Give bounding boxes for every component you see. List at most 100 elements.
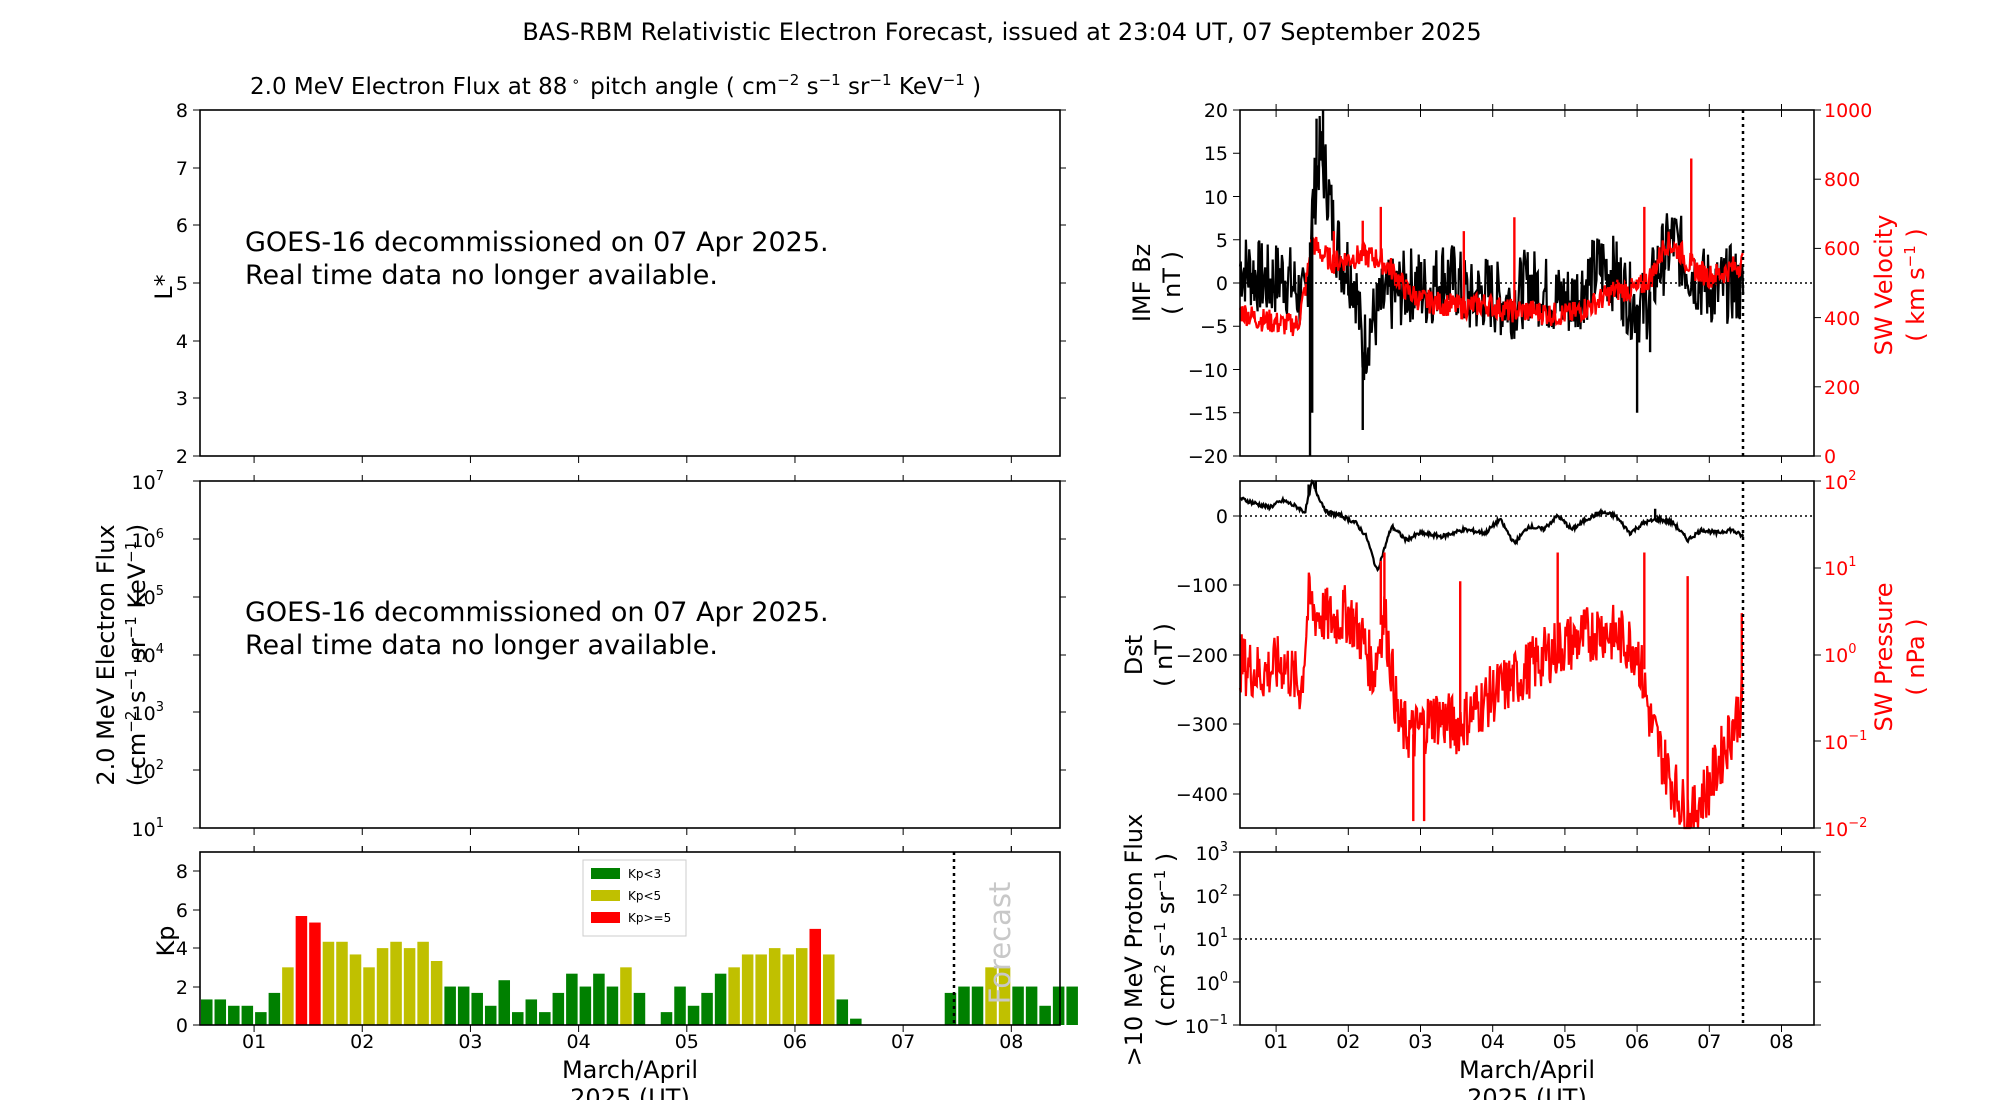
kp-bar [1039,1005,1051,1025]
imf-tick-label: 20 [1204,100,1228,122]
x-tick-label: 06 [1625,1031,1649,1053]
kp-legend-label-mid: Kp<5 [628,889,661,903]
eflux-ylabel-units: ( cm−2 s−1 sr−1 KeV−1 ) [122,524,151,787]
x-tick-label: 01 [1264,1031,1288,1053]
proton-ticks [1233,851,1821,1026]
dst-right-ylabel-units: ( nPa ) [1902,618,1930,695]
imf-right-tick-label: 1000 [1824,100,1872,122]
imf-tick-label: −20 [1188,446,1228,468]
kp-plot-area [199,851,1061,1026]
kp-y-ticks [193,870,200,1026]
proton-panel: 10−1 100 101 102 103 >10 MeV Proton Flux… [1120,814,1821,1100]
imf-right-ylabel-units: ( km s−1 ) [1901,228,1930,342]
kp-bar [795,948,808,1025]
dst-right-tick-label: 100 [1824,642,1856,667]
kp-bar [390,941,402,1025]
x-tick-label: 03 [1408,1031,1432,1053]
kp-bar [836,999,849,1025]
proton-ylabel-units: ( cm2 s−1 sr−1 ) [1151,853,1180,1028]
kp-bar [403,948,416,1025]
lstar-tick-label: 8 [176,100,188,122]
imf-ylabel-units: ( nT ) [1158,251,1186,315]
kp-bar [1066,986,1078,1025]
kp-tick-label: 0 [176,1015,188,1037]
kp-bar [376,948,389,1025]
eflux-ylabel: 2.0 MeV Electron Flux [92,524,120,785]
imf-right-tick-label: 600 [1824,238,1860,260]
dst-right-ylabel: SW Pressure [1870,582,1898,731]
kp-legend-label-high: Kp>=5 [628,911,671,925]
eflux-tick-label: 102 [132,758,164,783]
dst-right-tick-label: 10−2 [1824,816,1867,841]
imf-tick-label: 0 [1216,273,1228,295]
x-tick-label: 07 [891,1031,915,1053]
kp-legend: Kp<3 Kp<5 Kp>=5 [582,859,687,937]
kp-bar [228,1005,240,1025]
sw-pressure-line [1238,572,1745,830]
kp-bar [944,992,957,1025]
kp-tick-label: 6 [176,900,188,922]
dst-line [1239,479,1745,573]
dst-tick-label: −400 [1176,784,1228,806]
dst-right-tick-label: 101 [1824,555,1856,580]
lstar-panel: 2.0 MeV Electron Flux at 88 ∘ pitch angle … [150,71,1066,468]
proton-ylabel: >10 MeV Proton Flux [1120,814,1148,1067]
kp-bar [755,954,767,1025]
proton-x-axis: 01 02 03 04 05 06 07 08 [1264,846,1794,1053]
kp-bar [255,1012,267,1025]
kp-legend-swatch-high [591,912,620,923]
kp-bar [322,941,335,1025]
kp-ylabel: Kp [152,926,180,957]
eflux-tick-label: 107 [132,469,164,494]
kp-bar [809,928,822,1025]
kp-bar [782,954,794,1025]
dst-ylabel: Dst [1120,635,1148,675]
x-tick-label: 08 [1769,1031,1793,1053]
kp-bar [444,986,456,1025]
imf-ticks [1233,109,1821,457]
kp-xlabel-line1: March/April [562,1056,698,1084]
lstar-y-ticks [193,109,1066,457]
kp-bar [457,986,470,1025]
kp-bar [1052,986,1065,1025]
dst-tick-label: −100 [1176,575,1228,597]
eflux-message-line2: Real time data no longer available. [245,630,718,661]
kp-bar [349,954,362,1025]
dst-lines [1238,479,1745,830]
kp-bar [579,986,592,1025]
lstar-tick-label: 3 [176,388,188,410]
kp-bar [484,1005,497,1025]
imf-panel: −20 −15 −10 −5 0 5 10 15 20 0 200 400 60… [1128,100,1930,468]
kp-bar [471,992,483,1025]
imf-right-tick-label: 400 [1824,308,1860,330]
x-tick-label: 08 [999,1031,1023,1053]
kp-bar [998,967,1011,1025]
imf-bz-line [1238,115,1745,381]
kp-bar [268,992,281,1025]
lstar-tick-label: 6 [176,215,188,237]
kp-panel: Forecast 0 2 4 6 8 Kp 01 02 03 04 05 06 07 08 M… [152,846,1078,1100]
upper-x-ticks [253,104,1783,852]
proton-tick-label: 102 [1196,883,1228,908]
kp-bar [282,967,294,1025]
imf-right-tick-label: 200 [1824,377,1860,399]
kp-bar [728,967,740,1025]
lstar-tick-label: 2 [176,446,188,468]
dst-right-tick-label: 10−1 [1824,729,1867,754]
kp-bar [552,992,565,1025]
kp-bar [1025,986,1038,1025]
kp-bars [201,916,1078,1025]
x-tick-label: 05 [1553,1031,1577,1053]
kp-x-axis: 01 02 03 04 05 06 07 08 [242,846,1023,1053]
kp-tick-label: 8 [176,861,188,883]
imf-tick-label: 10 [1204,187,1228,209]
kp-bar [498,980,511,1025]
kp-bar [823,954,835,1025]
imf-right-ylabel: SW Velocity [1870,215,1898,356]
kp-bar [566,973,578,1025]
proton-tick-label: 10−1 [1185,1013,1228,1038]
x-tick-label: 04 [567,1031,591,1053]
kp-bar [430,960,443,1025]
eflux-tick-label: 101 [132,816,164,841]
